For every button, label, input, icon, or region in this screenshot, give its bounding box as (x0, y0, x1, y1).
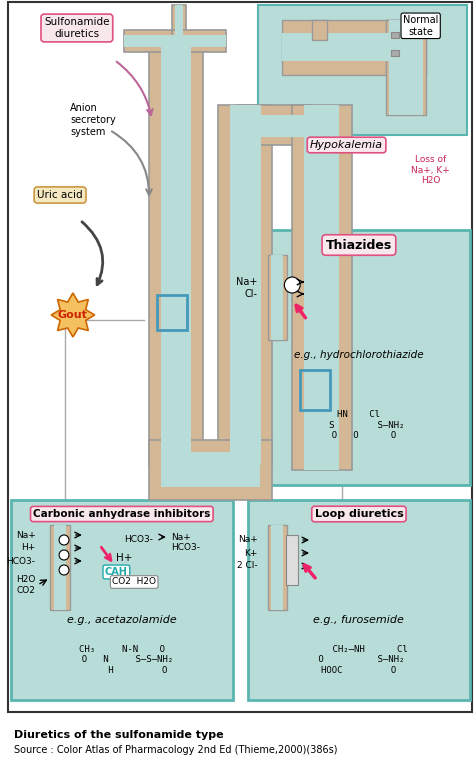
Text: HCO3-: HCO3- (6, 556, 36, 565)
Text: CAH: CAH (105, 567, 128, 577)
Text: Na+: Na+ (236, 277, 258, 287)
Bar (391, 50, 399, 56)
Bar (124, 30, 179, 52)
Text: HN    Cl
   S        S—NH₂
  O   O      O: HN Cl S S—NH₂ O O O (313, 410, 405, 440)
Circle shape (59, 550, 69, 560)
Bar (149, 45, 203, 465)
Bar (172, 30, 226, 52)
Bar (389, 33, 423, 61)
Text: Hypokalemia: Hypokalemia (310, 140, 383, 150)
Bar (267, 255, 287, 340)
Bar (304, 105, 338, 470)
Text: CO2  H2O: CO2 H2O (112, 578, 156, 587)
Text: Sulfonamide
diuretics: Sulfonamide diuretics (44, 17, 109, 39)
Bar (283, 33, 401, 61)
Bar (312, 20, 327, 40)
Bar (54, 525, 66, 610)
Bar (11, 500, 233, 700)
Bar (248, 230, 470, 485)
Text: Thiazides: Thiazides (326, 239, 392, 252)
Text: Diuretics of the sulfonamide type: Diuretics of the sulfonamide type (14, 730, 223, 740)
Text: Anion
secretory
system: Anion secretory system (70, 103, 116, 137)
Text: HCO3-: HCO3- (124, 536, 153, 545)
Text: HCO3-: HCO3- (171, 543, 200, 552)
Bar (267, 525, 287, 610)
Text: e.g., furosemide: e.g., furosemide (313, 615, 404, 625)
Circle shape (59, 565, 69, 575)
Bar (238, 105, 312, 145)
Bar (283, 20, 401, 75)
Text: e.g., acetazolamide: e.g., acetazolamide (67, 615, 177, 625)
Bar (248, 500, 470, 700)
Text: Loop diuretics: Loop diuretics (315, 509, 403, 519)
Bar (238, 115, 312, 137)
Bar (161, 452, 260, 487)
Text: Source : Color Atlas of Pharmacology 2nd Ed (Thieme,2000)(386s): Source : Color Atlas of Pharmacology 2nd… (14, 745, 337, 755)
Text: CH₃     N-N    O
  O   N     S—S—NH₂
      H         O: CH₃ N-N O O N S—S—NH₂ H O (71, 645, 173, 675)
Bar (230, 105, 261, 465)
Bar (272, 255, 283, 340)
Bar (218, 105, 273, 465)
Text: K+: K+ (244, 549, 258, 558)
Text: Cl-: Cl- (245, 289, 258, 299)
Bar (50, 525, 70, 610)
Bar (124, 35, 179, 47)
Bar (389, 20, 423, 115)
Bar (175, 5, 182, 65)
Text: 2 Cl-: 2 Cl- (237, 562, 258, 571)
Bar (300, 370, 330, 410)
Text: H+: H+ (21, 543, 36, 552)
Text: Uric acid: Uric acid (37, 190, 83, 200)
Bar (157, 295, 187, 330)
Text: e.g., hydrochlorothiazide: e.g., hydrochlorothiazide (294, 350, 424, 360)
Bar (272, 525, 283, 610)
Text: Na+: Na+ (171, 532, 191, 542)
Bar (258, 5, 467, 135)
Text: Normal
state: Normal state (403, 15, 438, 37)
Bar (161, 45, 191, 465)
Bar (386, 20, 426, 115)
Text: Na+: Na+ (16, 530, 36, 539)
Bar (292, 105, 352, 470)
Bar (386, 20, 426, 75)
Bar (391, 32, 399, 38)
Text: Carbonic anhydrase inhibitors: Carbonic anhydrase inhibitors (33, 509, 210, 519)
Bar (172, 5, 185, 65)
Circle shape (284, 277, 300, 293)
Text: H+: H+ (117, 553, 133, 563)
Bar (172, 35, 226, 47)
Text: Loss of
Na+, K+
H2O: Loss of Na+, K+ H2O (411, 155, 450, 185)
Bar (149, 440, 273, 500)
Text: Gout: Gout (58, 310, 88, 320)
Circle shape (59, 535, 69, 545)
Bar (286, 535, 298, 585)
Polygon shape (51, 293, 95, 337)
Text: Na+: Na+ (238, 536, 258, 545)
Text: CH₂—NH      Cl
 O          S—NH₂
HOOC         O: CH₂—NH Cl O S—NH₂ HOOC O (310, 645, 407, 675)
Text: H2O
CO2: H2O CO2 (16, 575, 36, 594)
